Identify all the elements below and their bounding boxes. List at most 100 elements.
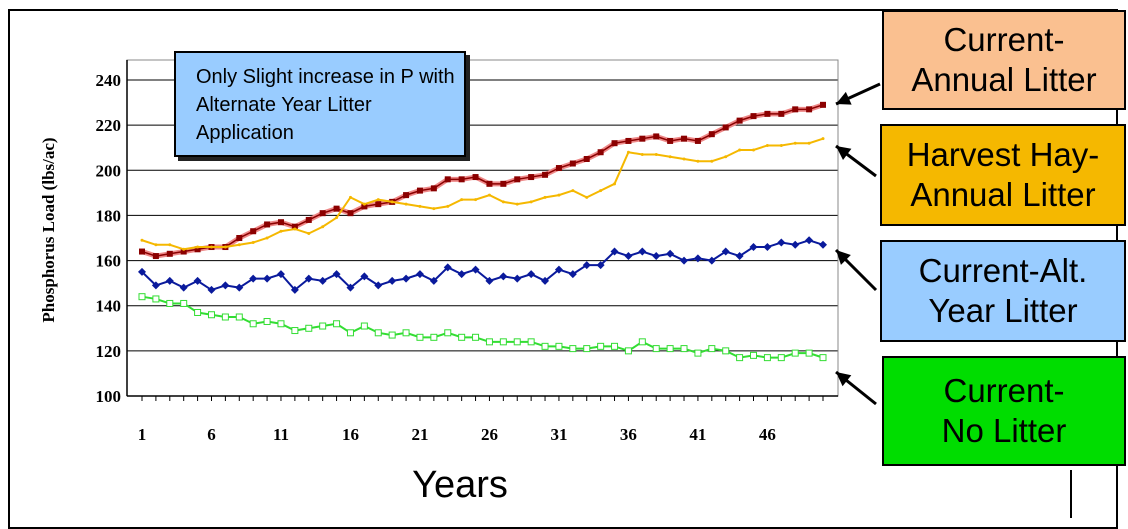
- data-point: [375, 201, 382, 208]
- data-point: [471, 265, 480, 274]
- x-tick-label: 31: [550, 425, 567, 444]
- data-point: [750, 113, 757, 120]
- data-point: [543, 195, 547, 199]
- data-point: [722, 124, 729, 131]
- data-point: [668, 155, 672, 159]
- data-point: [513, 274, 522, 283]
- legend-arrow: [835, 370, 877, 406]
- legend-line: Current-: [943, 372, 1065, 409]
- data-point: [485, 338, 493, 346]
- data-point: [807, 141, 811, 145]
- data-point: [361, 203, 368, 210]
- data-point: [235, 313, 243, 321]
- data-point: [138, 293, 146, 301]
- data-point: [779, 143, 783, 147]
- data-point: [611, 140, 618, 147]
- data-point: [376, 198, 380, 202]
- data-point: [265, 236, 269, 240]
- data-point: [152, 295, 160, 303]
- y-tick-label: 180: [96, 206, 122, 225]
- data-point: [666, 249, 675, 258]
- data-point: [196, 245, 200, 249]
- legend-arrow: [834, 248, 878, 292]
- data-point: [792, 106, 799, 113]
- data-point: [763, 354, 771, 362]
- data-point: [290, 285, 299, 294]
- data-point: [472, 174, 479, 181]
- data-point: [460, 198, 464, 202]
- data-point: [362, 202, 366, 206]
- legend-line: Current-Alt.: [918, 252, 1088, 289]
- y-tick-label: 220: [96, 116, 122, 135]
- data-point: [207, 311, 215, 319]
- data-point: [721, 247, 730, 256]
- data-point: [819, 354, 827, 362]
- data-point: [249, 320, 257, 328]
- data-point: [499, 338, 507, 346]
- data-point: [694, 137, 701, 144]
- data-point: [444, 176, 451, 183]
- data-point: [166, 250, 173, 257]
- data-point: [638, 338, 646, 346]
- y-tick-labels: 100 120 140 160 180 200 220 240: [96, 71, 122, 406]
- data-point: [444, 329, 452, 337]
- data-point: [250, 228, 257, 235]
- arrow-head: [836, 91, 852, 105]
- data-point: [347, 210, 354, 217]
- data-point: [486, 180, 493, 187]
- series-4: [138, 293, 827, 362]
- legend-line: Year Litter: [928, 292, 1078, 329]
- data-point: [487, 193, 491, 197]
- legend-box-harvest-hay: Harvest Hay- Annual Litter: [880, 124, 1126, 226]
- series-1: [139, 101, 826, 260]
- legend-line: Current-: [943, 21, 1065, 58]
- data-point: [279, 229, 283, 233]
- data-point: [777, 238, 786, 247]
- data-point: [332, 270, 341, 279]
- data-point: [182, 247, 186, 251]
- data-point: [763, 243, 772, 252]
- data-point: [360, 272, 369, 281]
- data-point: [236, 235, 243, 241]
- data-point: [166, 299, 174, 307]
- data-point: [151, 281, 160, 290]
- data-point: [207, 285, 216, 294]
- data-point: [654, 152, 658, 156]
- data-point: [474, 198, 478, 202]
- data-point: [707, 256, 716, 265]
- y-axis-label-wrap: Phosphorus Load (lbs/ac): [34, 60, 64, 400]
- data-point: [458, 176, 465, 183]
- data-point: [696, 159, 700, 163]
- x-tick-labels: 1 6 11 16 21 26 31 36 41 46: [138, 425, 776, 444]
- data-point: [791, 349, 799, 357]
- data-point: [277, 219, 284, 226]
- data-point: [597, 342, 605, 350]
- series-group: [138, 101, 827, 362]
- data-point: [791, 240, 800, 249]
- legend-arrow: [835, 82, 881, 106]
- x-tick-label: 46: [759, 425, 776, 444]
- data-point: [291, 223, 298, 230]
- y-tick-label: 200: [96, 161, 122, 180]
- y-tick-label: 140: [96, 297, 122, 316]
- data-point: [154, 243, 158, 247]
- series-3: [138, 236, 827, 294]
- data-point: [293, 227, 297, 231]
- data-point: [805, 236, 814, 245]
- data-point: [416, 333, 424, 341]
- y-tick-label: 100: [96, 387, 122, 406]
- data-point: [708, 131, 715, 138]
- data-point: [749, 243, 758, 252]
- data-point: [582, 261, 591, 270]
- data-point: [610, 247, 619, 256]
- legend-box-annual-litter: Current- Annual Litter: [882, 10, 1126, 110]
- data-point: [390, 200, 394, 204]
- data-point: [583, 345, 591, 353]
- data-point: [416, 187, 423, 194]
- data-point: [667, 137, 674, 144]
- data-point: [194, 246, 201, 253]
- data-point: [569, 160, 576, 167]
- data-point: [693, 254, 702, 263]
- data-point: [501, 200, 505, 204]
- data-point: [527, 270, 536, 279]
